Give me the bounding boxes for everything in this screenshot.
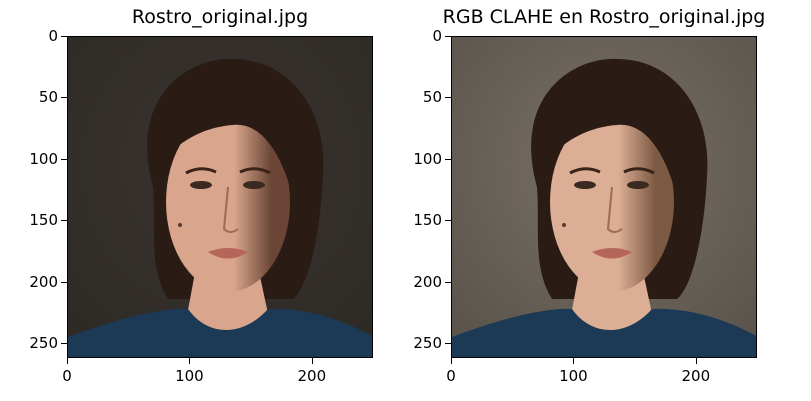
- xtick-label: 100: [559, 367, 588, 385]
- xtick-label: 200: [297, 367, 327, 385]
- right-eye: [627, 181, 649, 189]
- panel-title-right: RGB CLAHE en Rostro_original.jpg: [442, 6, 766, 28]
- image-axes-right: [451, 36, 757, 358]
- left-brow: [185, 167, 217, 175]
- nose: [222, 186, 239, 233]
- ytick-label: 100: [413, 149, 442, 168]
- ytick-label: 250: [413, 334, 442, 353]
- xtick-label: 0: [446, 367, 456, 385]
- right-eye: [243, 181, 265, 189]
- ytick-label: 50: [422, 88, 442, 107]
- left-eye: [190, 181, 212, 189]
- ytick-mark: [61, 36, 67, 37]
- ytick-mark: [445, 343, 451, 345]
- face: [550, 112, 674, 292]
- image-axes-left: [67, 36, 373, 358]
- shirt: [452, 308, 756, 357]
- xtick-label: 100: [175, 367, 204, 385]
- ytick-mark: [61, 97, 67, 99]
- hair-top: [550, 84, 677, 187]
- right-brow: [623, 167, 655, 175]
- right-brow: [239, 167, 271, 175]
- face: [166, 112, 290, 292]
- xtick-mark: [573, 358, 575, 364]
- ytick-label: 100: [29, 149, 58, 168]
- ytick-mark: [445, 220, 451, 222]
- lips: [592, 248, 632, 259]
- ytick-label: 150: [413, 211, 442, 230]
- ytick-mark: [445, 36, 451, 37]
- ytick-label: 0: [48, 27, 58, 45]
- lips: [208, 248, 248, 259]
- ytick-label: 250: [29, 334, 58, 353]
- xtick-label: 0: [62, 367, 72, 385]
- face-photo-original: [68, 37, 372, 357]
- xtick-mark: [189, 358, 191, 364]
- ytick-mark: [445, 97, 451, 99]
- ytick-mark: [445, 158, 451, 160]
- hair-top: [166, 84, 293, 187]
- xtick-mark: [67, 358, 68, 364]
- xtick-mark: [451, 358, 452, 364]
- mole: [178, 223, 182, 227]
- mole: [562, 223, 566, 227]
- ytick-label: 150: [29, 211, 58, 230]
- ytick-mark: [445, 281, 451, 283]
- ytick-label: 0: [432, 27, 442, 45]
- shirt: [68, 308, 372, 357]
- face-photo-clahe: [452, 37, 756, 357]
- xtick-mark: [311, 358, 313, 364]
- ytick-label: 200: [29, 272, 58, 291]
- ytick-label: 200: [413, 272, 442, 291]
- ytick-mark: [61, 281, 67, 283]
- ytick-label: 50: [38, 88, 58, 107]
- xtick-mark: [695, 358, 697, 364]
- ytick-mark: [61, 220, 67, 222]
- xtick-label: 200: [681, 367, 711, 385]
- nose: [606, 186, 623, 233]
- panel-title-left: Rostro_original.jpg: [131, 6, 309, 28]
- ytick-mark: [61, 158, 67, 160]
- ytick-mark: [61, 343, 67, 345]
- left-eye: [574, 181, 596, 189]
- left-brow: [569, 167, 601, 175]
